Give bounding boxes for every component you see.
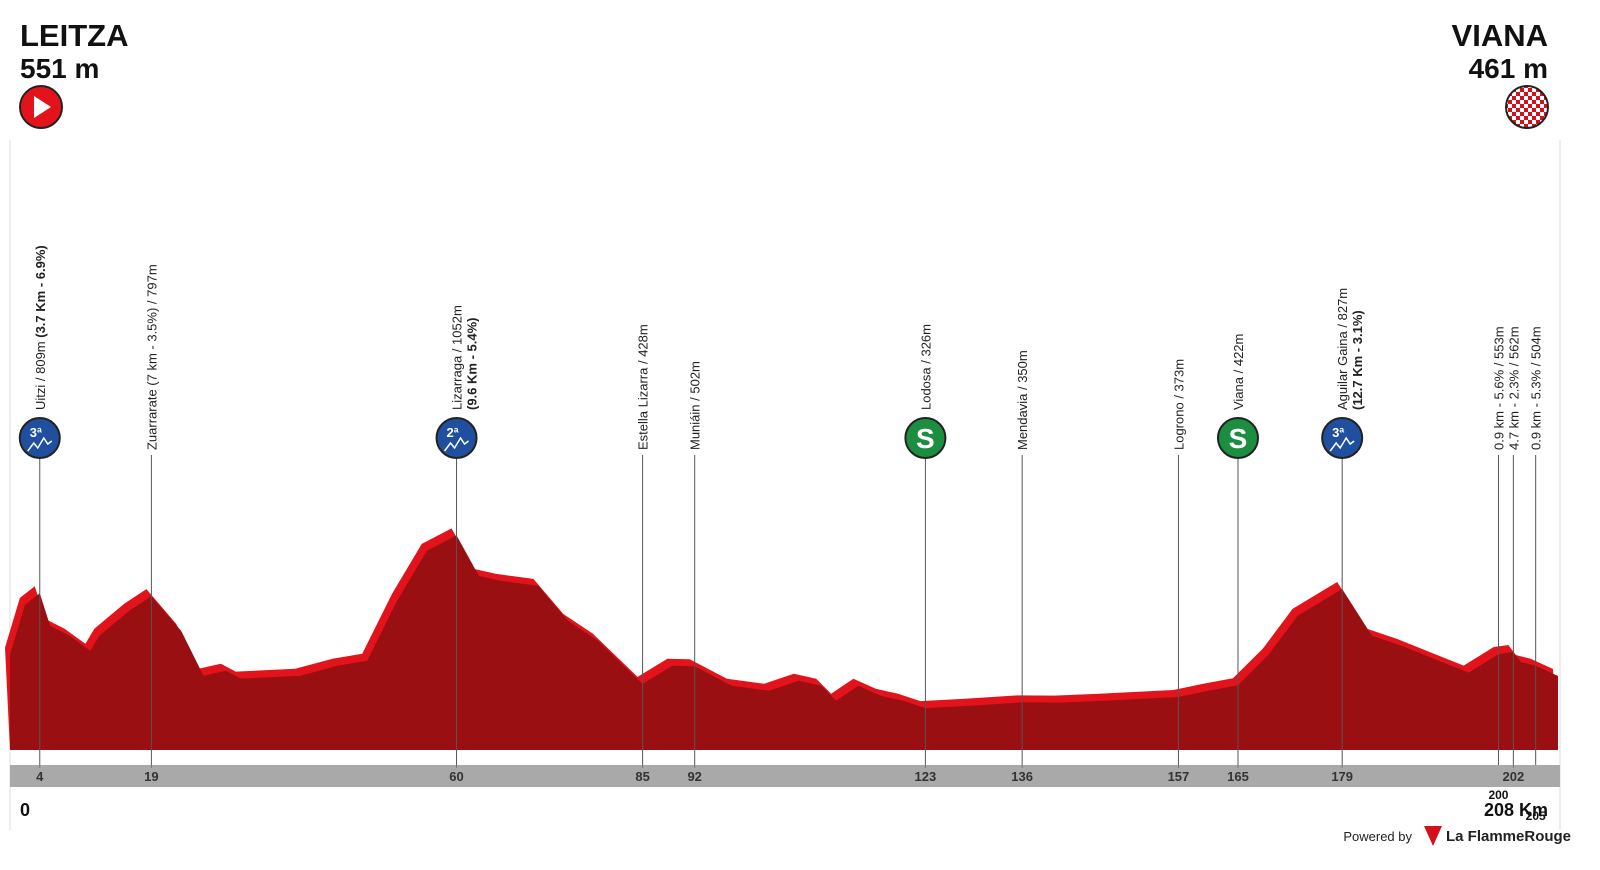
annotation-part: Estella Lizarra / 428m — [636, 324, 651, 450]
x-tick-label: 60 — [449, 769, 463, 784]
powered-by: Powered by — [1343, 829, 1412, 844]
x-tick-label: 92 — [687, 769, 701, 784]
annotation-part: Lodosa / 326m — [918, 324, 933, 410]
annotation-part: 0.9 km - 5.6% / 553m — [1491, 326, 1506, 450]
icon-label: S — [916, 423, 935, 454]
icon-label: 3ª — [1332, 425, 1344, 440]
x-tick-label: 123 — [915, 769, 937, 784]
x-tick-label: 179 — [1331, 769, 1353, 784]
annotation-part: Mendavia / 350m — [1015, 350, 1030, 450]
annotation-part: Aguilar Gaina / 827m — [1335, 288, 1350, 410]
x-tick-label: 136 — [1011, 769, 1033, 784]
icon-mountain — [1329, 436, 1355, 452]
annotation-part: Uitzi / 809m — [33, 338, 48, 410]
annotation-part: Muniáin / 502m — [688, 361, 703, 450]
x-tick-label-below: 208 Km — [1484, 800, 1548, 820]
profile — [10, 535, 1558, 750]
brand-logo — [1424, 826, 1442, 846]
annotation-part: (9.6 Km - 5.4%) — [465, 318, 480, 410]
x-tick-label: 85 — [635, 769, 649, 784]
annotation-icon: 3ª — [18, 417, 61, 459]
finish-icon — [1505, 85, 1549, 129]
start-elevation: 551 m — [20, 53, 99, 84]
icon-mountain — [443, 436, 469, 452]
annotation-label: Uitzi / 809m (3.7 Km - 6.9%) — [33, 245, 48, 410]
annotation-icon: S — [1216, 417, 1259, 459]
annotation-label: (9.6 Km - 5.4%) — [465, 318, 480, 410]
annotation-icon: S — [904, 417, 947, 459]
icon-label: S — [1229, 423, 1248, 454]
annotation-icon: 2ª — [435, 417, 478, 459]
annotation-label: Viana / 422m — [1231, 334, 1246, 410]
x-tick-label: 19 — [144, 769, 158, 784]
x-tick-label: 157 — [1168, 769, 1190, 784]
annotation-part: (12.7 Km - 3.1%) — [1350, 310, 1365, 410]
annotation-part: Lizarraga / 1052m — [450, 305, 465, 410]
annotation-label: Estella Lizarra / 428m — [636, 324, 651, 450]
annotation-label: 0.9 km - 5.6% / 553m — [1491, 326, 1506, 450]
annotation-label: Lizarraga / 1052m — [450, 305, 465, 410]
start-name: LEITZA — [20, 18, 129, 53]
annotation-label: Zuarrarate (7 km - 3.5%) / 797m — [144, 264, 159, 450]
x-tick-label-below: 0 — [20, 800, 30, 820]
icon-circle — [904, 417, 947, 459]
finish-name: VIANA — [1452, 18, 1548, 53]
annotation-label: (12.7 Km - 3.1%) — [1350, 310, 1365, 410]
annotation-label: Aguilar Gaina / 827m — [1335, 288, 1350, 410]
annotation-part: 4.7 km - 2.3% / 562m — [1506, 326, 1521, 450]
finish-elevation: 461 m — [1469, 53, 1548, 84]
annotation-part: (3.7 Km - 6.9%) — [33, 245, 48, 337]
annotation-label: Logrono / 373m — [1171, 359, 1186, 450]
x-tick-label: 165 — [1227, 769, 1249, 784]
km-bar — [10, 765, 1560, 787]
annotation-part: Viana / 422m — [1231, 334, 1246, 410]
annotation-label: Mendavia / 350m — [1015, 350, 1030, 450]
annotation-label: Muniáin / 502m — [688, 361, 703, 450]
annotation-label: Lodosa / 326m — [918, 324, 933, 410]
brand: La FlammeRouge — [1446, 828, 1571, 845]
start-icon — [19, 85, 63, 129]
x-tick-label: 4 — [36, 769, 44, 784]
annotation-part: 0.9 km - 5.3% / 504m — [1529, 326, 1544, 450]
icon-mountain — [27, 436, 53, 452]
icon-label: 2ª — [447, 425, 459, 440]
icon-circle — [1216, 417, 1259, 459]
annotation-part: Zuarrarate (7 km - 3.5%) / 797m — [144, 264, 159, 450]
x-tick-label: 202 — [1502, 769, 1524, 784]
annotation-label: 0.9 km - 5.3% / 504m — [1529, 326, 1544, 450]
x-tick-label-below: 200 — [1488, 788, 1508, 802]
annotation-label: 4.7 km - 2.3% / 562m — [1506, 326, 1521, 450]
annotation-icon: 3ª — [1321, 417, 1364, 459]
icon-label: 3ª — [30, 425, 42, 440]
annotation-part: Logrono / 373m — [1171, 359, 1186, 450]
x-tick-label-below: 205 — [1526, 809, 1546, 823]
